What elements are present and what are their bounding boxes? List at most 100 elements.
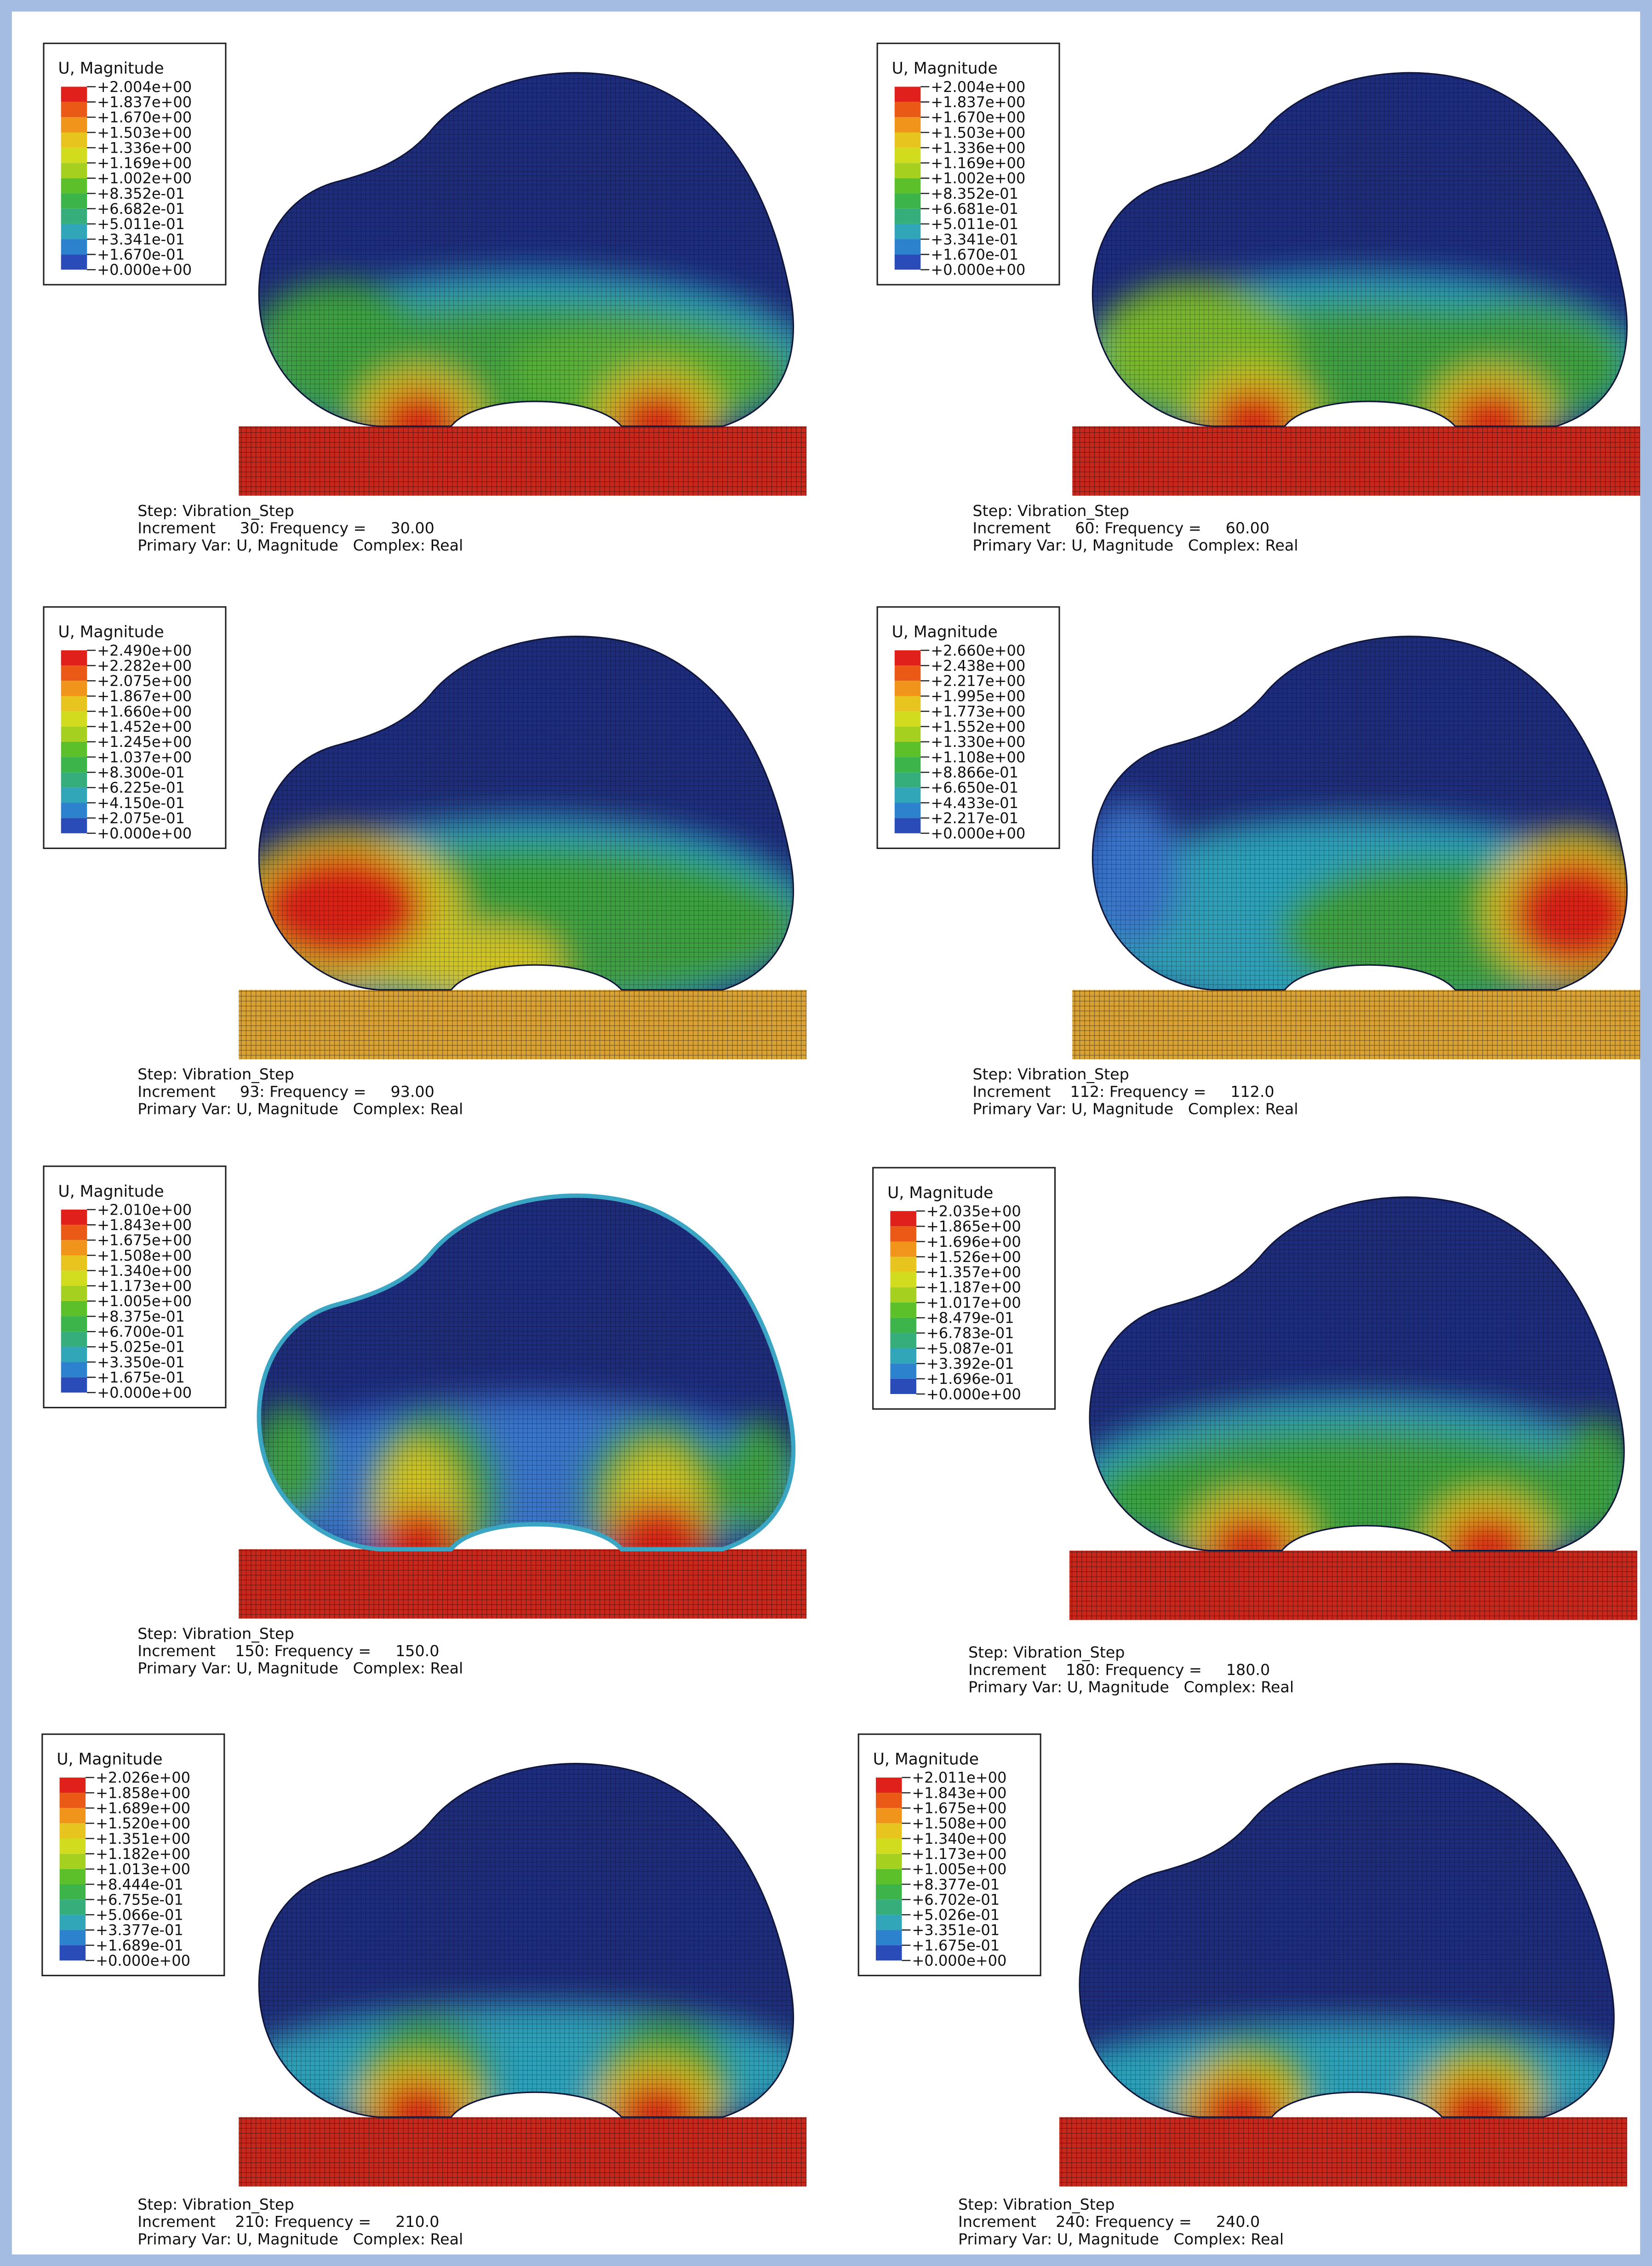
panel: U, Magnitude+2.004e+00+1.837e+00+1.670e+… <box>43 42 807 554</box>
legend-swatch <box>61 224 87 240</box>
legend-label: +0.000e+00 <box>912 1952 1006 1969</box>
legend-label: +8.444e-01 <box>96 1876 183 1893</box>
legend-swatch <box>894 681 921 696</box>
step-info: Increment 210: Frequency = 210.0 <box>137 2213 439 2231</box>
contour <box>259 636 794 990</box>
legend-swatch <box>61 1347 87 1362</box>
legend-label: +1.675e-01 <box>97 1369 185 1386</box>
legend-label: +3.377e-01 <box>96 1922 183 1939</box>
legend-label: +1.995e+00 <box>931 688 1025 705</box>
legend-label: +1.330e+00 <box>931 733 1025 751</box>
legend-label: +1.336e+00 <box>931 139 1025 156</box>
legend-label: +1.182e+00 <box>96 1845 190 1863</box>
step-info: Step: Vibration_Step <box>958 2195 1115 2213</box>
legend-title: U, Magnitude <box>887 1184 993 1202</box>
legend-swatch <box>890 1363 916 1379</box>
legend-swatch <box>890 1287 916 1303</box>
legend-label: +3.341e-01 <box>97 230 185 248</box>
step-info: Increment 240: Frequency = 240.0 <box>958 2213 1260 2231</box>
rail-mesh <box>1072 990 1641 1060</box>
legend-swatch <box>61 1225 87 1240</box>
legend-label: +1.552e+00 <box>931 718 1025 735</box>
legend-swatch <box>61 1316 87 1332</box>
legend-label: +2.660e+00 <box>931 642 1025 659</box>
legend-swatch <box>59 1793 86 1808</box>
legend-label: +1.173e+00 <box>97 1277 192 1295</box>
legend-swatch <box>61 1255 87 1271</box>
legend-label: +1.503e+00 <box>931 124 1025 141</box>
legend-label: +1.005e+00 <box>97 1292 192 1310</box>
step-info: Primary Var: U, Magnitude Complex: Real <box>137 1100 463 1118</box>
legend-swatch <box>59 1915 86 1930</box>
legend-swatch <box>894 86 921 102</box>
legend-label: +1.689e+00 <box>96 1800 190 1817</box>
legend-label: +5.011e-01 <box>97 215 185 233</box>
legend-swatch <box>894 163 921 178</box>
legend-title: U, Magnitude <box>892 623 997 642</box>
panel: U, Magnitude+2.004e+00+1.837e+00+1.670e+… <box>876 42 1641 554</box>
legend-label: +1.670e-01 <box>97 246 185 263</box>
legend-swatch <box>61 681 87 696</box>
legend-label: +1.675e+00 <box>912 1800 1006 1817</box>
legend-label: +8.375e-01 <box>97 1308 185 1325</box>
panel: U, Magnitude+2.035e+00+1.865e+00+1.696e+… <box>872 1167 1637 1696</box>
legend-swatch <box>890 1378 916 1394</box>
legend-swatch <box>894 650 921 666</box>
legend-label: +0.000e+00 <box>96 1952 190 1969</box>
legend-label: +2.075e+00 <box>97 672 192 690</box>
step-info: Primary Var: U, Magnitude Complex: Real <box>958 2230 1284 2248</box>
contour <box>1092 636 1627 990</box>
blob-outline <box>1092 636 1628 991</box>
legend-label: +4.150e-01 <box>97 794 185 812</box>
legend-swatch <box>61 787 87 803</box>
legend-label: +1.173e+00 <box>912 1845 1006 1863</box>
legend-swatch <box>875 1915 902 1930</box>
legend-title: U, Magnitude <box>57 1750 162 1769</box>
legend-swatch <box>61 193 87 209</box>
legend-label: +1.017e+00 <box>926 1294 1021 1311</box>
legend-swatch <box>894 208 921 224</box>
step-info: Increment 60: Frequency = 60.00 <box>972 519 1269 537</box>
legend-swatch <box>61 132 87 148</box>
legend-label: +1.858e+00 <box>96 1784 190 1801</box>
legend-swatch <box>875 1899 902 1915</box>
step-info: Step: Vibration_Step <box>968 1643 1125 1661</box>
legend-swatch <box>875 1945 902 1961</box>
legend-label: +3.341e-01 <box>931 230 1018 248</box>
step-info: Step: Vibration_Step <box>137 2195 294 2213</box>
legend-swatch <box>61 650 87 666</box>
legend-label: +0.000e+00 <box>97 1384 192 1401</box>
legend-label: +0.000e+00 <box>931 825 1025 842</box>
step-info: Increment 30: Frequency = 30.00 <box>137 519 434 537</box>
legend-label: +1.670e+00 <box>97 109 192 126</box>
legend-label: +6.700e-01 <box>97 1323 185 1341</box>
legend-swatch <box>59 1945 86 1961</box>
legend-label: +8.866e-01 <box>931 764 1018 781</box>
legend-label: +1.660e+00 <box>97 703 192 720</box>
legend-swatch <box>61 1301 87 1317</box>
legend-swatch <box>61 148 87 163</box>
legend-label: +1.452e+00 <box>97 718 192 735</box>
legend-label: +1.670e+00 <box>931 109 1025 126</box>
legend-label: +1.503e+00 <box>97 124 192 141</box>
legend-swatch <box>875 1853 902 1869</box>
legend-swatch <box>890 1348 916 1364</box>
legend-swatch <box>61 803 87 818</box>
legend-swatch <box>894 254 921 270</box>
legend-swatch <box>61 772 87 788</box>
legend-swatch <box>894 696 921 711</box>
legend-swatch <box>61 1270 87 1286</box>
rail-mesh <box>1069 1550 1637 1620</box>
legend-label: +2.217e-01 <box>931 809 1018 827</box>
legend-label: +1.508e+00 <box>912 1815 1006 1832</box>
legend-label: +1.508e+00 <box>97 1247 192 1264</box>
legend-swatch <box>61 818 87 833</box>
legend-label: +1.037e+00 <box>97 748 192 766</box>
legend-label: +1.675e-01 <box>912 1937 1000 1954</box>
legend-swatch <box>61 665 87 681</box>
legend-label: +1.843e+00 <box>912 1784 1006 1801</box>
legend-swatch <box>61 254 87 270</box>
legend-swatch <box>61 1210 87 1225</box>
step-info: Step: Vibration_Step <box>972 1065 1129 1083</box>
